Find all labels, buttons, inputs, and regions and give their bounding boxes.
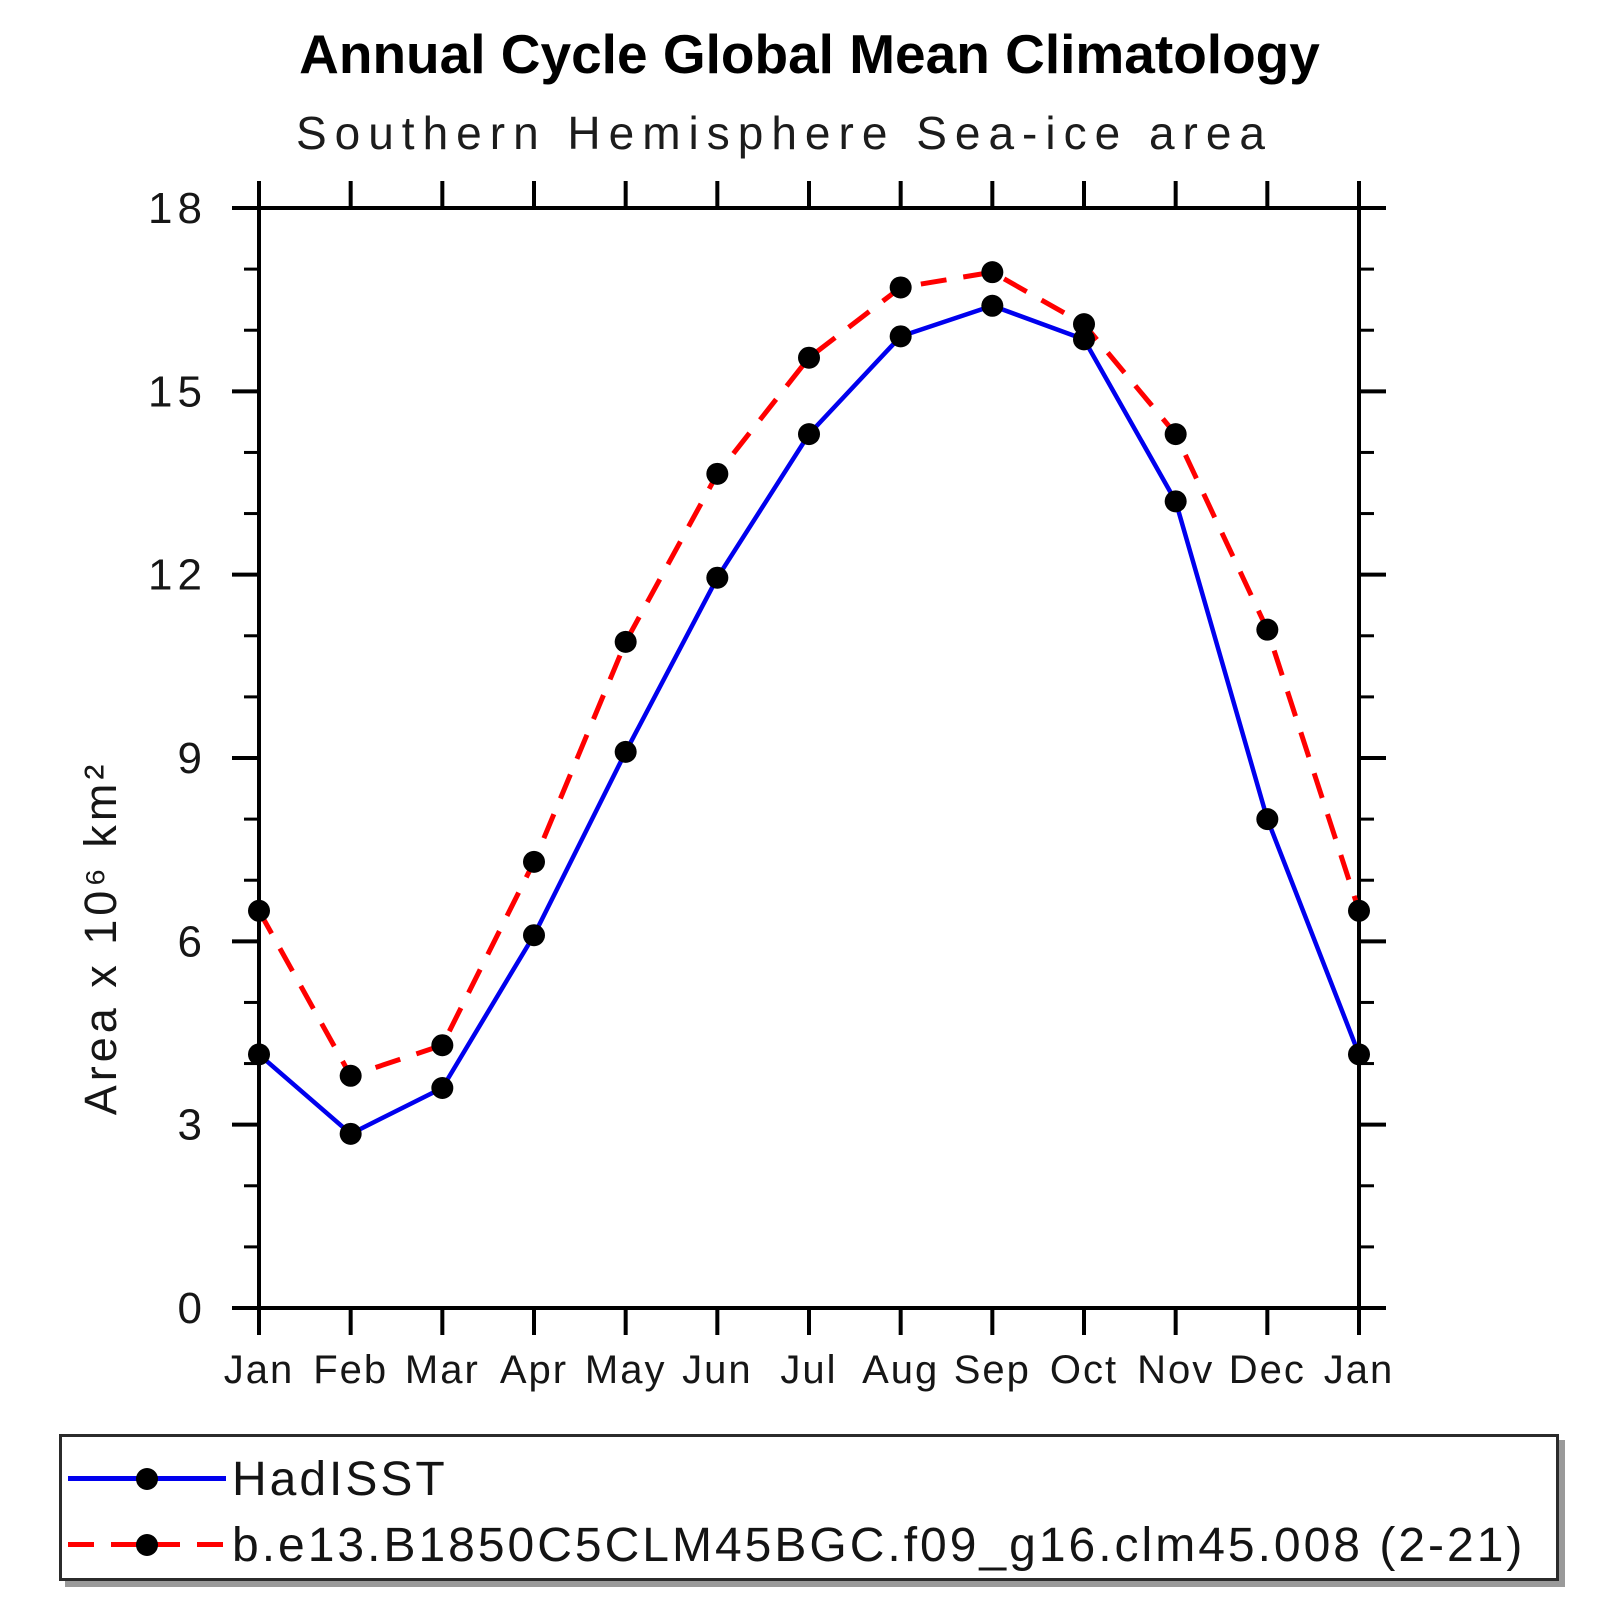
data-point-marker [339, 1064, 362, 1087]
data-point-marker [1256, 808, 1279, 831]
x-tick-label: Feb [313, 1348, 388, 1392]
y-tick-label: 0 [178, 1284, 207, 1333]
y-axis-title: Area x 10⁶ km² [75, 761, 126, 1116]
x-tick-label: Aug [862, 1348, 939, 1392]
x-tick-label: Oct [1050, 1348, 1118, 1392]
legend-entry-hadisst: HadISST [68, 1449, 448, 1509]
data-point-marker [248, 899, 270, 922]
legend-swatch-dashed-red [68, 1534, 226, 1556]
y-tick-label: 3 [178, 1101, 207, 1150]
data-point-marker [798, 423, 820, 446]
series-layer [248, 261, 1370, 1145]
x-tick-label: Jul [780, 1348, 837, 1392]
legend-label-hadisst: HadISST [232, 1452, 448, 1506]
legend-label-model: b.e13.B1850C5CLM45BGC.f09_g16.clm45.008 … [232, 1518, 1526, 1572]
x-tick-label: Nov [1137, 1348, 1214, 1392]
data-point-marker [1256, 618, 1279, 641]
x-tick-label: Dec [1229, 1348, 1306, 1392]
data-point-marker [889, 276, 912, 299]
x-tick-label: Jan [1324, 1348, 1395, 1392]
data-point-marker [706, 462, 729, 485]
data-point-marker [1073, 313, 1095, 336]
x-tick-label: Sep [954, 1348, 1031, 1392]
data-point-marker [1073, 328, 1095, 351]
data-point-marker [889, 325, 912, 348]
legend-marker-dot [136, 1468, 158, 1490]
plot-frame [257, 206, 1361, 1310]
y-tick-label: 15 [148, 367, 207, 416]
x-tick-label: Mar [405, 1348, 480, 1392]
data-point-marker [1164, 423, 1187, 446]
data-point-marker [614, 740, 637, 763]
data-point-marker [1164, 490, 1187, 513]
x-tick-label: Jan [224, 1348, 295, 1392]
x-tick-label: May [585, 1348, 667, 1392]
data-point-marker [706, 566, 729, 589]
legend-marker-dot [136, 1534, 158, 1556]
axes-layer [232, 181, 1386, 1335]
x-tick-label: Jun [682, 1348, 753, 1392]
data-point-marker [798, 346, 820, 369]
data-point-marker [431, 1077, 454, 1099]
series-line-1 [256, 269, 1362, 1079]
data-point-marker [339, 1122, 362, 1145]
chart-subtitle: Southern Hemisphere Sea-ice area [295, 107, 1274, 159]
data-point-marker [981, 294, 1004, 317]
axis-labels-layer: Jan Feb Mar Apr May Jun Jul Aug Sep Oct Nov Dec Jan 0… [75, 184, 1395, 1392]
x-tick-label: Apr [500, 1348, 568, 1392]
data-point-marker [431, 1034, 454, 1057]
data-point-marker [523, 850, 545, 873]
chart-title: Annual Cycle Global Mean Climatology [299, 23, 1320, 85]
data-point-marker [1348, 1043, 1370, 1066]
data-point-marker [523, 924, 545, 947]
legend-box: HadISST b.e13.B1850C5CLM45BGC.f09_g16.cl… [59, 1434, 1559, 1581]
legend-entry-model: b.e13.B1850C5CLM45BGC.f09_g16.clm45.008 … [68, 1515, 1525, 1575]
y-tick-label: 12 [148, 551, 207, 600]
y-tick-label: 6 [178, 917, 207, 966]
data-point-marker [981, 261, 1004, 284]
y-tick-label: 9 [178, 734, 207, 783]
y-tick-label: 18 [148, 184, 207, 233]
data-point-marker [614, 630, 637, 653]
legend-swatch-solid-blue [68, 1468, 226, 1490]
data-point-marker [248, 1043, 270, 1066]
data-point-marker [1348, 899, 1370, 922]
